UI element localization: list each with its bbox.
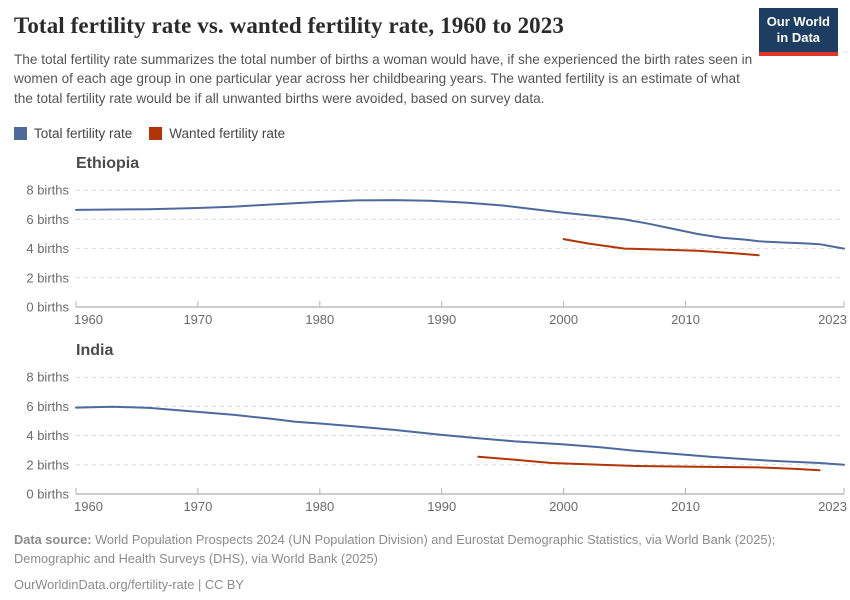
y-axis-tick-label: 2 births [26, 270, 69, 285]
owid-url-link[interactable]: OurWorldinData.org/fertility-rate | CC B… [14, 576, 244, 592]
y-axis-tick-label: 0 births [26, 300, 69, 315]
wanted-fertility-swatch-icon [149, 127, 163, 141]
y-axis-tick-label: 4 births [26, 241, 69, 256]
x-axis-tick-label: 1960 [74, 312, 103, 327]
x-axis-tick-label: 2000 [549, 312, 578, 327]
data-source-text: World Population Prospects 2024 (UN Popu… [14, 532, 776, 567]
chart-heading-india: India [76, 342, 114, 360]
owid-logo-line1: Our World [766, 14, 830, 29]
series-line-total-fertility-rate [75, 405, 845, 466]
series-line-wanted-fertility-rate [477, 455, 821, 472]
x-axis-tick-label: 2023 [818, 499, 847, 514]
x-axis-tick-label: 1970 [183, 499, 212, 514]
legend-item-label: Wanted fertility rate [169, 126, 286, 142]
x-axis-tick-label: 1990 [427, 312, 456, 327]
x-axis-tick-label: 1990 [427, 499, 456, 514]
india-line-chart-canvas: 0 births 2 births 4 births 6 births 8 births… [26, 370, 847, 514]
y-axis-tick-label: 6 births [26, 399, 69, 414]
x-axis-tick-label: 2000 [549, 499, 578, 514]
x-axis-tick-label: 1960 [74, 499, 103, 514]
y-axis-tick-label: 8 births [26, 370, 69, 385]
chart-heading-ethiopia: Ethiopia [76, 155, 140, 173]
owid-logo-line2: in Data [776, 30, 821, 46]
x-axis-tick-label: 1980 [305, 499, 334, 514]
total-fertility-swatch-icon [14, 127, 27, 141]
owid-logo: Our World in Data [758, 8, 838, 56]
legend-item-wanted-fertility: Wanted fertility rate [149, 126, 285, 141]
x-axis-tick-label: 2010 [671, 312, 700, 327]
y-axis-tick-label: 8 births [26, 183, 69, 198]
chart-subtitle: The total fertility rate summarizes the … [14, 51, 753, 107]
legend: Total fertility rate Wanted fertility ra… [14, 126, 836, 141]
footer: Data source: World Population Prospects … [14, 530, 836, 594]
chart-ethiopia: Ethiopia 0 births 2 births 4 births 6 birth… [14, 155, 847, 333]
series-line-total-fertility-rate [75, 199, 845, 250]
y-axis-tick-label: 2 births [26, 457, 69, 472]
x-axis-tick-label: 2023 [818, 312, 847, 327]
data-source-label: Data source: [14, 532, 92, 548]
y-axis-tick-label: 6 births [26, 212, 69, 227]
y-axis-tick-label: 0 births [26, 487, 69, 502]
x-axis-tick-label: 1970 [183, 312, 212, 327]
x-axis-tick-label: 2010 [671, 499, 700, 514]
series-line-wanted-fertility-rate [562, 238, 760, 257]
chart-india: India 0 births 2 births 4 births 6 births 8 … [14, 342, 847, 520]
legend-item-total-fertility: Total fertility rate [14, 126, 132, 141]
page-title: Total fertility rate vs. wanted fertilit… [14, 13, 564, 38]
ethiopia-line-chart-canvas: 0 births 2 births 4 births 6 births 8 births… [26, 183, 847, 327]
x-axis-tick-label: 1980 [305, 312, 334, 327]
data-source-note: Data source: World Population Prospects … [14, 530, 836, 568]
y-axis-tick-label: 4 births [26, 428, 69, 443]
legend-item-label: Total fertility rate [34, 126, 133, 142]
